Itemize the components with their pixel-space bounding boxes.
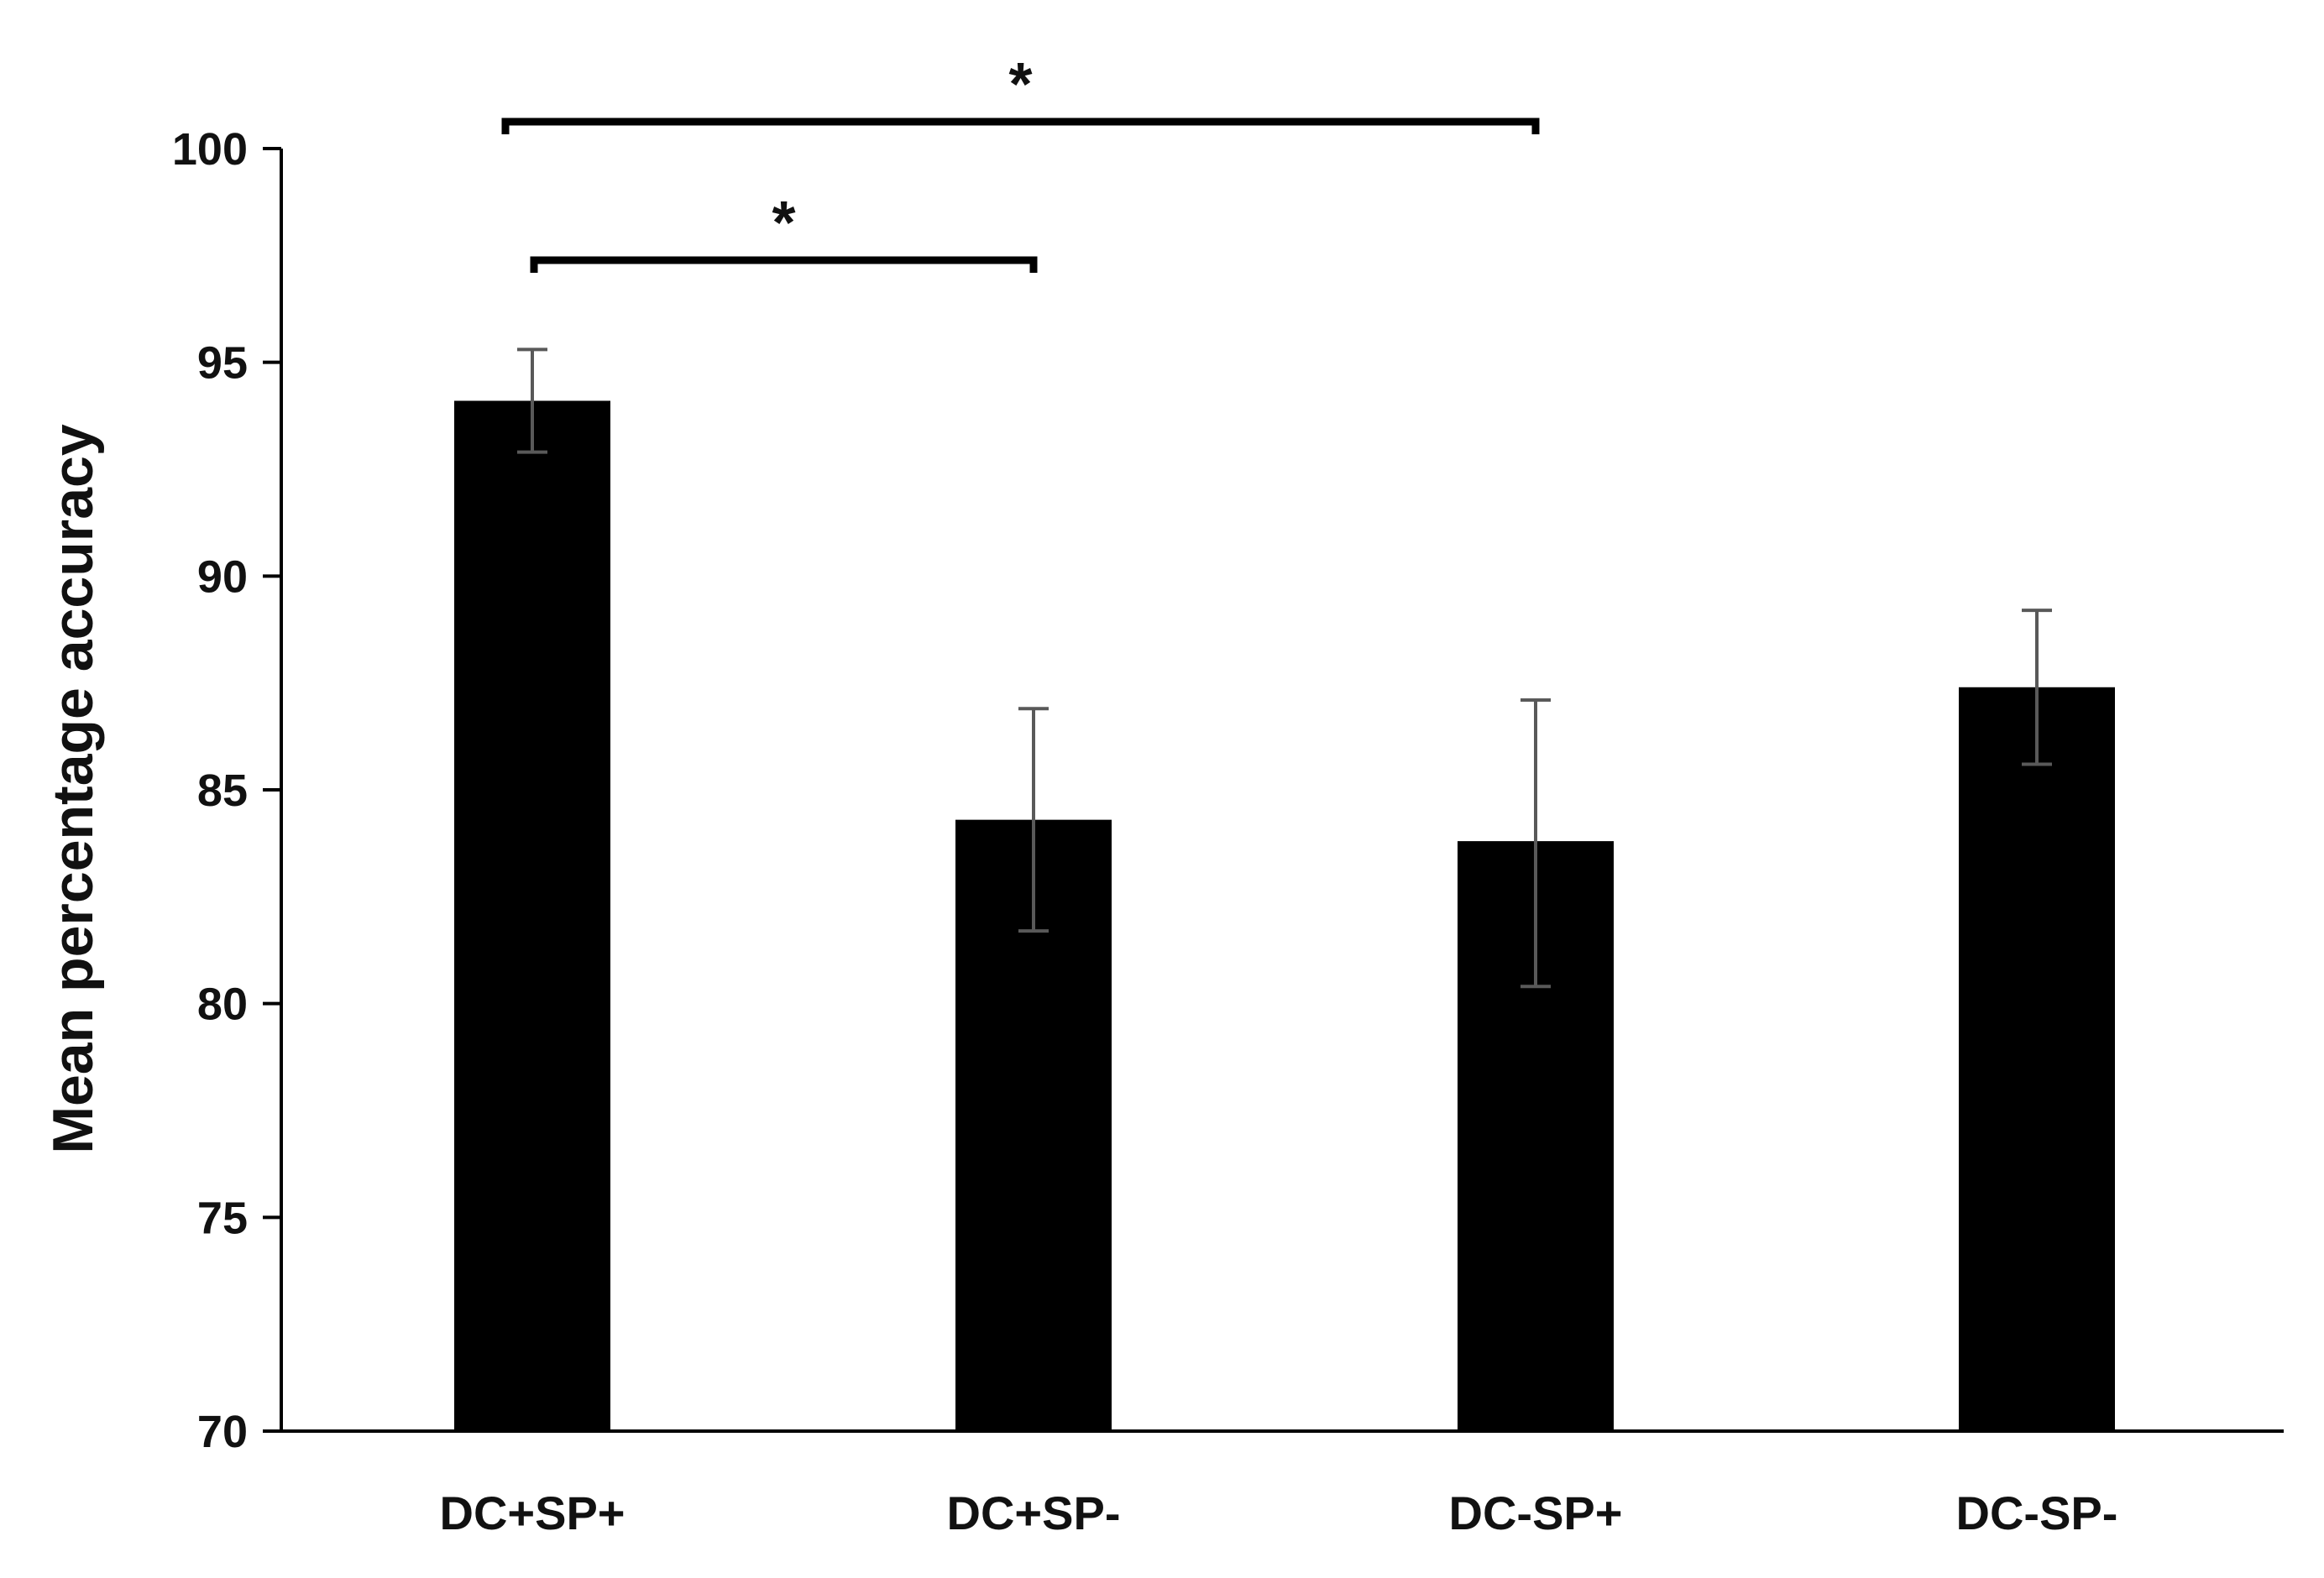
y-axis-title-group: Mean percentage accuracy [41,424,105,1154]
y-axis-ticks: 70 75 80 85 90 95 100 [172,124,281,1457]
error-bar [1521,698,1551,989]
bar-DC-SP- [1959,687,2115,1431]
y-tick-label: 100 [172,124,248,175]
x-category-label: DC-SP+ [1449,1487,1623,1539]
bracket-line [501,118,1540,134]
y-tick-label: 80 [197,980,248,1030]
x-axis-categories: DC+SP+ DC+SP- DC-SP+ DC-SP- [440,1487,2118,1539]
significance-star: * [1008,51,1032,118]
axes [263,149,2284,1433]
error-bar [517,347,547,454]
bracket-line [530,256,1038,273]
bar-DC+SP+ [454,400,610,1432]
y-tick-label: 70 [197,1407,248,1457]
error-bars [517,347,2052,989]
x-category-label: DC+SP+ [440,1487,625,1539]
y-axis-title: Mean percentage accuracy [41,424,105,1154]
error-bar [1018,707,1049,933]
significance-bracket: * [501,51,1540,134]
y-tick-label: 95 [197,338,248,389]
x-category-label: DC+SP- [947,1487,1121,1539]
significance-bracket: * [530,190,1038,273]
x-category-label: DC-SP- [1956,1487,2118,1539]
y-tick-label: 85 [197,765,248,816]
significance-star: * [772,190,795,257]
bars [454,400,2115,1432]
error-bar [2022,609,2052,766]
significance-brackets: ** [501,51,1540,273]
y-tick-label: 75 [197,1193,248,1243]
y-tick-label: 90 [197,551,248,602]
